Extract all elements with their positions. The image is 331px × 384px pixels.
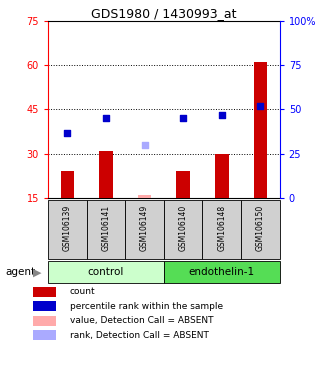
Text: endothelin-1: endothelin-1 — [189, 267, 255, 277]
Bar — [164, 200, 203, 259]
Bar — [48, 261, 164, 283]
Bar — [48, 200, 87, 259]
Bar — [99, 151, 113, 198]
Bar — [33, 301, 56, 311]
Bar — [33, 330, 56, 341]
Bar — [33, 287, 56, 297]
Bar — [254, 62, 267, 198]
Bar — [33, 316, 56, 326]
Text: ▶: ▶ — [33, 267, 42, 277]
Text: percentile rank within the sample: percentile rank within the sample — [70, 302, 223, 311]
Text: GSM106148: GSM106148 — [217, 205, 226, 251]
Title: GDS1980 / 1430993_at: GDS1980 / 1430993_at — [91, 7, 237, 20]
Point — [103, 115, 109, 121]
Bar — [241, 200, 280, 259]
Bar — [87, 200, 125, 259]
Bar — [61, 171, 74, 198]
Text: GSM106140: GSM106140 — [179, 205, 188, 252]
Text: GSM106149: GSM106149 — [140, 205, 149, 252]
Text: GSM106141: GSM106141 — [101, 205, 111, 251]
Text: value, Detection Call = ABSENT: value, Detection Call = ABSENT — [70, 316, 213, 326]
Bar — [164, 261, 280, 283]
Point — [142, 142, 147, 148]
Bar — [125, 200, 164, 259]
Text: agent: agent — [5, 267, 35, 277]
Text: GSM106150: GSM106150 — [256, 205, 265, 252]
Bar — [138, 195, 151, 198]
Point — [219, 112, 224, 118]
Text: rank, Detection Call = ABSENT: rank, Detection Call = ABSENT — [70, 331, 209, 340]
Text: GSM106139: GSM106139 — [63, 205, 72, 252]
Point — [258, 103, 263, 109]
Bar — [203, 200, 241, 259]
Point — [65, 130, 70, 136]
Bar — [176, 171, 190, 198]
Text: count: count — [70, 288, 95, 296]
Text: control: control — [88, 267, 124, 277]
Bar — [215, 154, 228, 198]
Point — [180, 115, 186, 121]
